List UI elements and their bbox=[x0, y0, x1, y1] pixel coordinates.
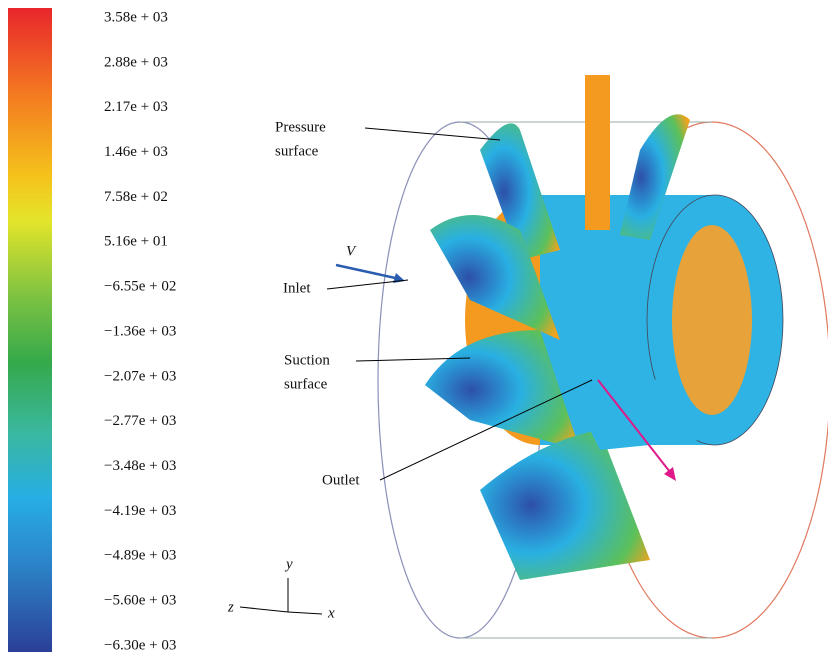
rotor-rendering bbox=[377, 75, 828, 639]
colorbar-label: −6.30e + 03 bbox=[104, 637, 176, 653]
colorbar-label: 7.58e + 02 bbox=[104, 189, 168, 205]
arrow-head bbox=[664, 467, 676, 481]
colorbar-label: −1.36e + 03 bbox=[104, 323, 176, 339]
axis-label: z bbox=[227, 599, 234, 615]
colorbar-label: −5.60e + 03 bbox=[104, 593, 176, 609]
colorbar-label: 2.88e + 03 bbox=[104, 54, 168, 70]
label: Inlet bbox=[283, 280, 311, 296]
leader-line bbox=[364, 127, 501, 141]
leader-line bbox=[355, 357, 471, 362]
colorbar-label: 3.58e + 03 bbox=[104, 9, 168, 25]
label: V bbox=[346, 243, 357, 259]
axis-triad: y z x bbox=[227, 556, 335, 621]
colorbar bbox=[8, 8, 52, 652]
colorbar-label: −3.48e + 03 bbox=[104, 458, 176, 474]
outlet-arrow bbox=[597, 379, 671, 473]
colorbar-label: −2.07e + 03 bbox=[104, 368, 176, 384]
colorbar-label: 1.46e + 03 bbox=[104, 144, 168, 160]
label: Pressure bbox=[275, 119, 326, 135]
velocity-arrow bbox=[335, 263, 401, 281]
leader-line bbox=[379, 379, 593, 481]
colorbar-label: −2.77e + 03 bbox=[104, 413, 176, 429]
colorbar-label: −4.19e + 03 bbox=[104, 503, 176, 519]
label: surface bbox=[284, 376, 328, 392]
colorbar-label: −4.89e + 03 bbox=[104, 548, 176, 564]
colorbar-labels: 3.58e + 03 2.88e + 03 2.17e + 03 1.46e + 03… bbox=[104, 9, 176, 653]
colorbar-label: 2.17e + 03 bbox=[104, 99, 168, 115]
label: Outlet bbox=[322, 472, 360, 488]
label: Suction bbox=[284, 352, 330, 368]
colorbar-label: 5.16e + 01 bbox=[104, 234, 168, 250]
axis-label: y bbox=[284, 556, 293, 572]
colorbar-label: −6.55e + 02 bbox=[104, 279, 176, 295]
label: surface bbox=[275, 143, 319, 159]
leader-line bbox=[326, 279, 409, 290]
axis-label: x bbox=[327, 605, 335, 621]
